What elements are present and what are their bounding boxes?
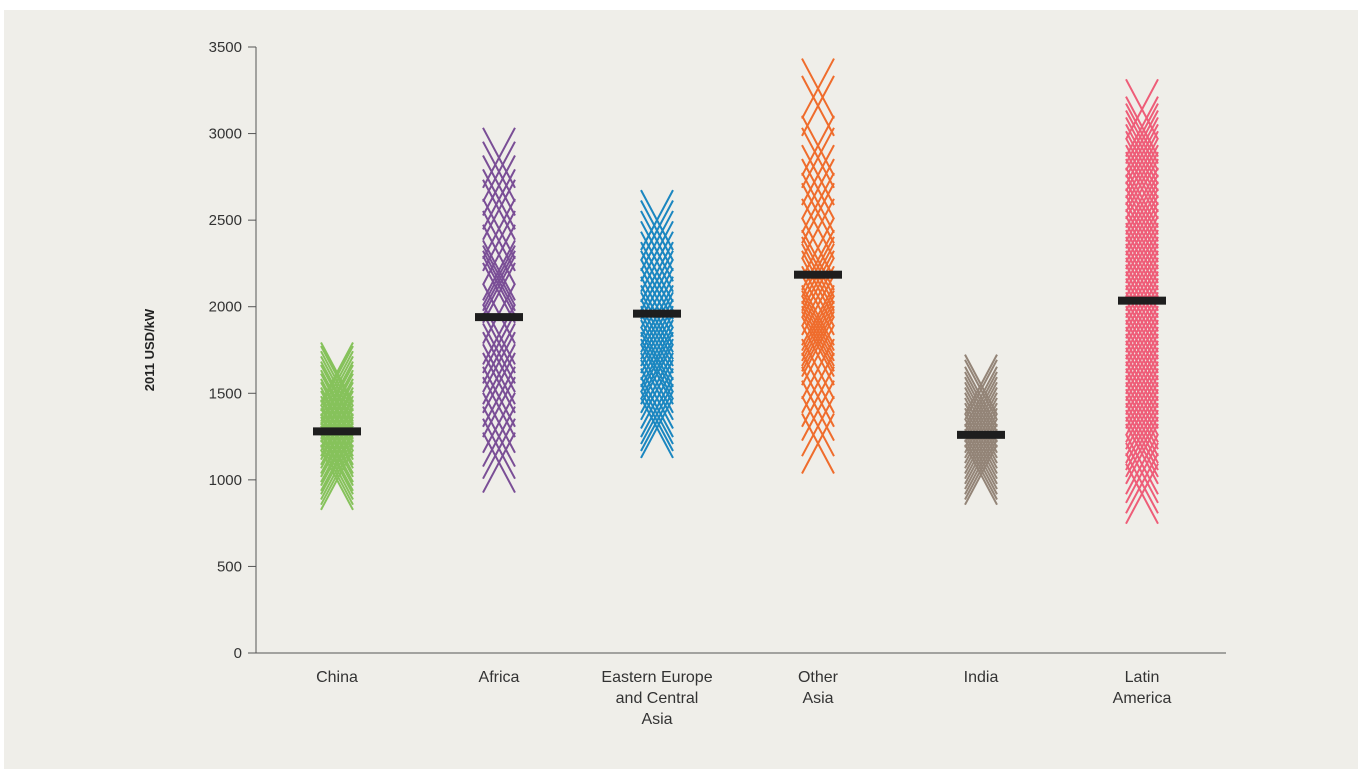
data-point-marker: [482, 392, 516, 454]
data-point-marker: [1125, 110, 1159, 171]
data-point-marker: [801, 250, 835, 312]
data-point-marker: [482, 366, 516, 428]
x-category-label: Other: [798, 669, 839, 686]
data-point-marker: [1125, 130, 1159, 192]
data-point-marker: [320, 364, 354, 426]
data-point-marker: [482, 312, 516, 374]
data-point-marker: [482, 432, 516, 494]
data-point-marker: [801, 182, 835, 244]
x-category-label: Latin: [1125, 669, 1160, 686]
data-point-marker: [1125, 123, 1159, 185]
data-point-marker: [1125, 187, 1159, 249]
x-category-label: Africa: [479, 669, 520, 686]
data-point-marker: [801, 217, 835, 279]
mean-bar: [1118, 296, 1166, 305]
data-point-marker: [801, 115, 835, 177]
data-point-marker: [640, 189, 674, 251]
y-tick-label: 2000: [209, 299, 242, 316]
data-point-marker: [964, 371, 998, 433]
data-point-marker: [801, 300, 835, 362]
data-point-marker: [964, 376, 998, 438]
mean-bar: [794, 270, 842, 279]
y-ticks: 0 500 1000 1500 2000 2500 3000 3500: [209, 39, 256, 662]
axes: 0 500 1000 1500 2000 2500 3000 3500: [209, 39, 1226, 662]
data-point-marker: [320, 342, 354, 403]
data-point-marker: [640, 276, 674, 338]
data-point-marker: [320, 355, 354, 417]
mean-bar: [957, 430, 1005, 439]
data-point-marker: [801, 127, 835, 189]
data-point-marker: [1125, 174, 1159, 236]
data-point-marker: [801, 172, 835, 234]
data-point-marker: [964, 366, 998, 428]
data-point-marker: [1125, 452, 1159, 514]
data-point-marker: [801, 144, 835, 206]
data-point-marker: [964, 354, 998, 416]
data-point-marker: [482, 141, 516, 203]
data-point-marker: [482, 198, 516, 260]
data-point-marker: [640, 200, 674, 262]
mean-bar: [313, 427, 361, 436]
data-point-marker: [320, 350, 354, 412]
x-category-label: Eastern Europe: [601, 669, 712, 686]
y-tick-label: 1500: [209, 385, 242, 402]
data-point-marker: [1125, 167, 1159, 229]
data-markers: [320, 58, 1159, 525]
mean-bars: [313, 270, 1166, 439]
data-point-marker: [320, 373, 354, 435]
data-point-marker: [640, 312, 674, 374]
data-point-marker: [482, 155, 516, 216]
data-point-marker: [320, 345, 354, 407]
data-point-marker: [640, 220, 674, 282]
data-point-marker: [640, 210, 674, 272]
y-tick-label: 2500: [209, 212, 242, 229]
x-category-label: India: [964, 669, 999, 686]
y-axis-title: 2011 USD/kW: [142, 308, 157, 391]
data-point-marker: [482, 127, 516, 189]
x-category-label: Asia: [641, 711, 672, 728]
data-point-marker: [482, 245, 516, 307]
mean-bar: [633, 309, 681, 318]
data-point-marker: [1125, 201, 1159, 263]
y-tick-label: 0: [234, 645, 242, 662]
data-point-marker: [801, 229, 835, 291]
data-point-marker: [1125, 194, 1159, 256]
data-point-marker: [482, 406, 516, 468]
data-point-marker: [801, 158, 835, 220]
x-category-label: China: [316, 669, 358, 686]
y-tick-label: 3000: [209, 126, 242, 143]
data-point-marker: [482, 331, 516, 393]
scatter-chart: 0 500 1000 1500 2000 2500 3000 3500 2011 USD/kW…: [142, 39, 1226, 728]
data-point-marker: [640, 383, 674, 445]
data-point-marker: [1125, 103, 1159, 165]
data-point-marker: [482, 250, 516, 312]
data-point-marker: [640, 319, 674, 381]
data-point-marker: [320, 361, 354, 423]
mean-bar: [475, 313, 523, 322]
data-point-marker: [801, 58, 835, 120]
data-point-marker: [482, 376, 516, 438]
data-point-marker: [640, 343, 674, 405]
y-tick-label: 3500: [209, 39, 242, 56]
x-category-label: America: [1113, 690, 1172, 707]
data-point-marker: [482, 255, 516, 317]
data-point-marker: [482, 224, 516, 286]
x-category-labels: China Africa Eastern Europe and Central Asia…: [316, 669, 1171, 728]
x-category-label: Asia: [802, 690, 833, 707]
x-category-label: and Central: [616, 690, 699, 707]
data-point-marker: [1125, 181, 1159, 242]
data-point-marker: [640, 267, 674, 329]
y-tick-label: 1000: [209, 472, 242, 489]
data-point-marker: [320, 369, 354, 431]
data-point-marker: [1125, 96, 1159, 158]
data-point-marker: [801, 395, 835, 457]
y-tick-label: 500: [217, 558, 242, 575]
chart-panel: 0 500 1000 1500 2000 2500 3000 3500 2011 USD/kW…: [4, 10, 1358, 769]
data-point-marker: [801, 413, 835, 474]
data-point-marker: [801, 75, 835, 137]
data-point-marker: [1125, 78, 1159, 140]
data-point-marker: [964, 359, 998, 421]
data-point-marker: [801, 310, 835, 372]
